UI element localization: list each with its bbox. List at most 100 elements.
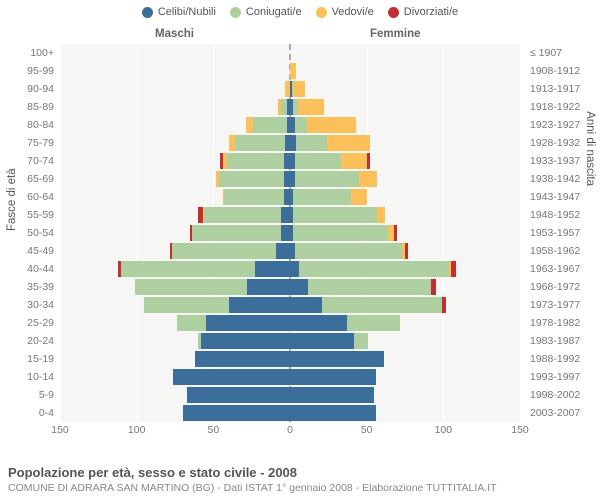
bar-segment xyxy=(253,117,287,133)
year-label: 1933-1937 xyxy=(530,153,600,169)
age-label: 85-89 xyxy=(0,99,54,115)
male-bar xyxy=(135,279,290,295)
bar-segment xyxy=(173,369,290,385)
bar-segment xyxy=(229,297,290,313)
female-bar xyxy=(290,297,446,313)
legend-swatch xyxy=(142,7,153,18)
x-tick: 100 xyxy=(435,424,453,436)
bar-segment xyxy=(201,333,290,349)
pyramid-row xyxy=(60,117,520,133)
male-bar xyxy=(190,225,290,241)
bar-segment xyxy=(347,315,401,331)
legend-swatch xyxy=(230,7,241,18)
age-label: 5-9 xyxy=(0,387,54,403)
age-label: 100+ xyxy=(0,45,54,61)
bar-segment xyxy=(192,225,281,241)
bar-segment xyxy=(219,171,283,187)
bar-segment xyxy=(135,279,247,295)
pyramid-row xyxy=(60,135,520,151)
bar-segment xyxy=(281,207,290,223)
bar-segment xyxy=(290,297,322,313)
pyramid-row xyxy=(60,351,520,367)
male-bar xyxy=(216,171,290,187)
age-label: 0-4 xyxy=(0,405,54,421)
bar-segment xyxy=(341,153,367,169)
bar-segment xyxy=(177,315,206,331)
female-bar xyxy=(290,135,370,151)
male-bar xyxy=(177,315,290,331)
male-bar xyxy=(183,405,290,421)
chart: Fasce di età Anni di nascita Maschi Femm… xyxy=(0,26,600,450)
legend-label: Divorziati/e xyxy=(404,6,458,18)
bar-segment xyxy=(298,99,324,115)
male-bar xyxy=(223,189,290,205)
footer: Popolazione per età, sesso e stato civil… xyxy=(8,465,497,494)
year-label: 1978-1982 xyxy=(530,315,600,331)
male-bar xyxy=(278,99,290,115)
male-bar xyxy=(229,135,290,151)
pyramid-row xyxy=(60,171,520,187)
year-label: 1908-1912 xyxy=(530,63,600,79)
bar-segment xyxy=(276,243,290,259)
bar-segment xyxy=(172,243,276,259)
male-bar xyxy=(198,207,290,223)
year-label: 1948-1952 xyxy=(530,207,600,223)
legend-swatch xyxy=(388,7,399,18)
bar-segment xyxy=(290,279,308,295)
bar-segment xyxy=(296,135,327,151)
male-header: Maschi xyxy=(155,28,194,40)
age-label: 45-49 xyxy=(0,243,54,259)
male-bar xyxy=(187,387,290,403)
age-label: 25-29 xyxy=(0,315,54,331)
year-label: 1998-2002 xyxy=(530,387,600,403)
gridline xyxy=(520,44,521,422)
year-label: 1913-1917 xyxy=(530,81,600,97)
year-label: 1983-1987 xyxy=(530,333,600,349)
bar-segment xyxy=(290,369,376,385)
x-tick: 0 xyxy=(287,424,293,436)
bar-segment xyxy=(405,243,408,259)
pyramid-row xyxy=(60,315,520,331)
female-bar xyxy=(290,261,456,277)
bar-segment xyxy=(442,297,447,313)
pyramid-row xyxy=(60,81,520,97)
year-label: 1993-1997 xyxy=(530,369,600,385)
bar-segment xyxy=(431,279,436,295)
bar-segment xyxy=(235,135,286,151)
bar-segment xyxy=(295,243,402,259)
year-label: 1943-1947 xyxy=(530,189,600,205)
age-label: 95-99 xyxy=(0,63,54,79)
pyramid-row xyxy=(60,189,520,205)
male-bar xyxy=(144,297,290,313)
female-bar xyxy=(290,225,397,241)
bar-segment xyxy=(227,153,284,169)
female-bar xyxy=(290,99,324,115)
year-label: 2003-2007 xyxy=(530,405,600,421)
bar-segment xyxy=(144,297,228,313)
x-tick: 50 xyxy=(361,424,373,436)
bar-segment xyxy=(206,315,290,331)
age-label: 15-19 xyxy=(0,351,54,367)
pyramid-row xyxy=(60,243,520,259)
male-bar xyxy=(118,261,290,277)
pyramid-row xyxy=(60,225,520,241)
year-label: 1968-1972 xyxy=(530,279,600,295)
bar-segment xyxy=(204,207,281,223)
age-label: 65-69 xyxy=(0,171,54,187)
age-label: 40-44 xyxy=(0,261,54,277)
bar-segment xyxy=(394,225,397,241)
female-bar xyxy=(290,189,367,205)
pyramid-row xyxy=(60,153,520,169)
age-label: 55-59 xyxy=(0,207,54,223)
legend-item: Vedovi/e xyxy=(316,6,374,18)
female-header: Femmine xyxy=(370,28,421,40)
bar-segment xyxy=(290,405,376,421)
bar-segment xyxy=(322,297,442,313)
age-label: 60-64 xyxy=(0,189,54,205)
plot-area: Maschi Femmine xyxy=(60,44,520,422)
year-label: 1953-1957 xyxy=(530,225,600,241)
female-bar xyxy=(290,315,400,331)
year-label: 1923-1927 xyxy=(530,117,600,133)
year-label: 1918-1922 xyxy=(530,99,600,115)
female-bar xyxy=(290,369,376,385)
